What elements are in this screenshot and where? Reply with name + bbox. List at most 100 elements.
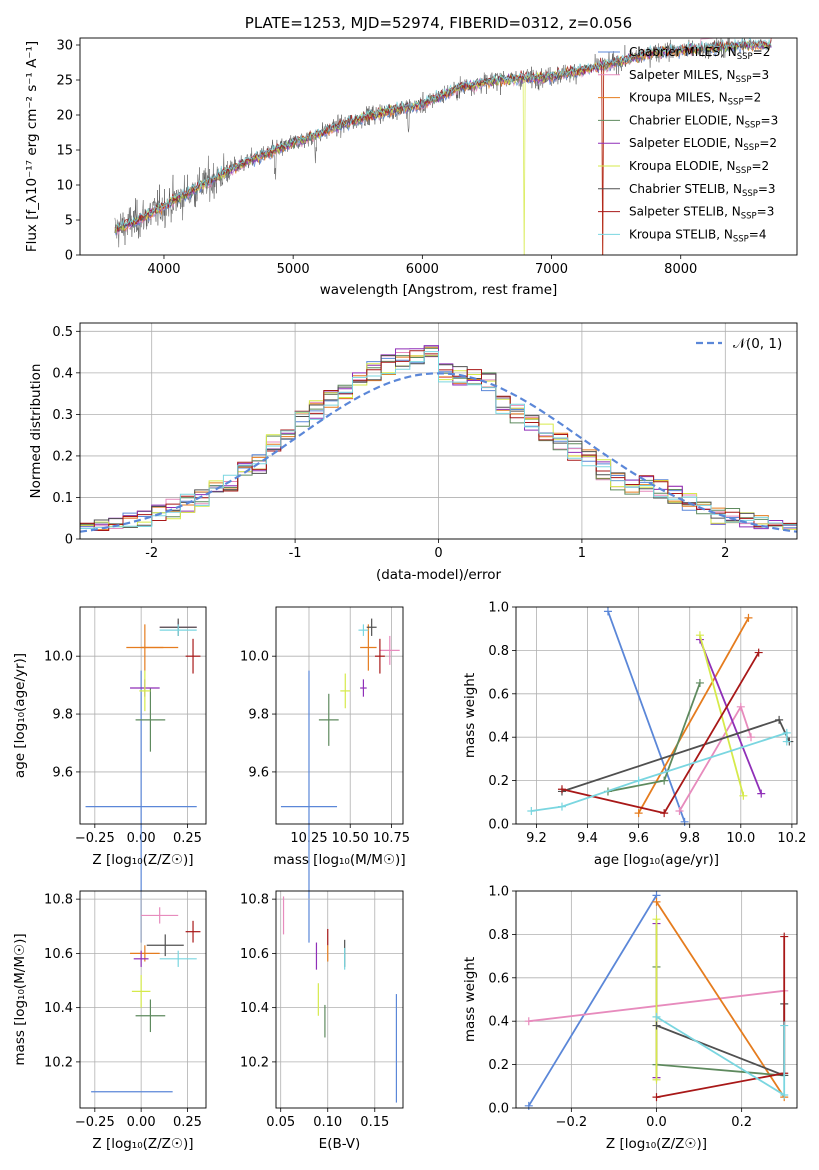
data-point-salpeter_stelib — [374, 638, 385, 674]
mass_vs_Z-panel: −0.25 0.00 0.25 10.2 10.4 10.6 10.8 Z [log₁₀(Z/… — [12, 890, 207, 1152]
histogram-kroupa_stelib — [80, 351, 797, 529]
legend-entry-kroupa_miles: Kroupa MILES, NSSP=2 — [629, 91, 761, 108]
x-tick-label: −0.25 — [75, 831, 115, 846]
y-tick-label: 10.2 — [44, 1055, 73, 1070]
y-tick-label: 0.2 — [52, 449, 73, 464]
x-tick-label: 0.05 — [266, 1115, 295, 1130]
x-tick-label: 0.2 — [731, 1115, 752, 1130]
weight-marker — [782, 737, 791, 746]
weight-line-kroupa_elodie — [652, 915, 661, 1084]
weight-marker — [660, 809, 669, 818]
residuals-panel: -2 -1 0 1 2 0 0.1 0.2 0.3 0.4 0.5 (data-model)/erro… — [28, 322, 798, 583]
y-tick-label: 30 — [56, 39, 73, 54]
axes-frame — [79, 606, 207, 825]
y-tick-label: 9.8 — [248, 708, 269, 723]
x-tick-label: 9.8 — [679, 831, 700, 846]
weight-line-path — [637, 617, 750, 814]
y-tick-label: 0.3 — [52, 408, 73, 423]
x-tick-label: -1 — [289, 546, 302, 561]
x-tick-label: 7000 — [535, 262, 568, 277]
y-tick-label: 0.2 — [488, 1058, 509, 1073]
weight_vs_age-panel: 9.2 9.4 9.6 9.8 10.0 10.2 0.0 0.2 0.4 0.6 0.8 1.0 ag… — [462, 601, 806, 869]
x-tick-label: 10.75 — [373, 831, 410, 846]
legend: Chabrier MILES, NSSP=2 Salpeter MILES, NS… — [598, 45, 778, 244]
weight-marker — [780, 1090, 789, 1099]
y-tick-label: 15 — [56, 144, 73, 159]
data-point-kroupa_elodie — [139, 670, 151, 712]
axes-frame — [79, 890, 207, 1109]
histograms — [80, 345, 797, 533]
y-axis-label: mass weight — [462, 673, 478, 758]
y-tick-label: 10.8 — [240, 893, 269, 908]
x-tick-label: 5000 — [277, 262, 310, 277]
spectrum-lines — [114, 38, 772, 255]
x-axis-label: Z [log₁₀(Z/Z☉)] — [92, 1136, 193, 1152]
data-point-kroupa_stelib — [159, 950, 197, 967]
x-tick-label: 0.00 — [127, 1115, 156, 1130]
data-point-chabrier_stelib — [146, 934, 184, 957]
weight-marker — [527, 806, 536, 815]
axes-frame — [79, 322, 798, 540]
x-tick-label: 9.4 — [577, 831, 598, 846]
weight-marker — [736, 702, 745, 711]
weight-marker — [524, 1101, 533, 1110]
y-tick-label: 0.4 — [488, 1015, 509, 1030]
y-tick-label: 0.8 — [488, 928, 509, 943]
y-tick-label: 0.1 — [52, 491, 73, 506]
x-tick-label: 6000 — [406, 262, 439, 277]
weight-line-path — [699, 639, 763, 794]
y-tick-label: 1.0 — [488, 885, 509, 900]
weight-marker — [739, 791, 748, 800]
x-tick-label: 10.0 — [726, 831, 755, 846]
legend-entry-chabrier_miles: Chabrier MILES, NSSP=2 — [629, 45, 770, 62]
legend-entry-chabrier_stelib: Chabrier STELIB, NSSP=3 — [629, 182, 776, 199]
x-tick-label: -2 — [145, 546, 158, 561]
x-tick-label: 2 — [721, 546, 729, 561]
weight-line-chabrier_miles — [524, 891, 661, 1110]
y-tick-label: 0.4 — [488, 731, 509, 746]
y-tick-label: 9.6 — [52, 765, 73, 780]
data-point-salpeter_miles — [141, 907, 179, 924]
spectrum-panel: 4000 5000 6000 7000 8000 0 5 10 15 20 25 30 waveleng… — [24, 14, 798, 298]
weight-line-salpeter_stelib — [557, 648, 763, 818]
data-point-salpeter_elodie — [360, 679, 367, 697]
x-axis-label: age [log₁₀(age/yr)] — [594, 852, 719, 868]
y-tick-label: 10.8 — [44, 893, 73, 908]
weight-marker — [680, 817, 689, 826]
weight-marker — [634, 776, 643, 785]
data-point-chabrier_stelib — [366, 618, 377, 636]
weight-line-path — [655, 901, 785, 1098]
chart-title: PLATE=1253, MJD=52974, FIBERID=0312, z=0… — [245, 14, 632, 32]
spectrum-model-line-kroupa_stelib — [114, 38, 772, 230]
legend-entry-normal: 𝒩(0, 1) — [733, 336, 782, 352]
mass_vs_EBV-panel: 0.05 0.10 0.15 10.2 10.4 10.6 10.8 E(B-V) — [240, 890, 404, 1152]
y-tick-label: 1.0 — [488, 601, 509, 616]
y-tick-label: 0.0 — [488, 818, 509, 833]
x-tick-label: −0.2 — [556, 1115, 588, 1130]
x-axis-label: wavelength [Angstrom, rest frame] — [320, 282, 558, 298]
y-axis-label: age [log₁₀(age/yr)] — [12, 653, 28, 778]
data-point-kroupa_elodie — [340, 673, 351, 709]
y-tick-label: 25 — [56, 74, 73, 89]
weight-marker — [780, 1021, 789, 1030]
weight-marker — [603, 607, 612, 616]
weight-marker — [775, 715, 784, 724]
weight-marker — [675, 806, 684, 815]
weight-line-path — [531, 731, 788, 812]
y-axis-label: mass weight — [462, 957, 478, 1042]
weight_vs_Z-panel: −0.2 0.0 0.2 0.0 0.2 0.4 0.6 0.8 1.0 Z [log₁₀(Z/Z… — [462, 885, 798, 1152]
weight-marker — [757, 789, 766, 798]
weight-marker — [695, 631, 704, 640]
x-axis-label: (data-model)/error — [376, 567, 502, 583]
x-axis-label: mass [log₁₀(M/M☉)] — [273, 852, 405, 868]
x-tick-label: 0.25 — [173, 1115, 202, 1130]
y-tick-label: 0.2 — [488, 774, 509, 789]
data-point-kroupa_stelib — [358, 624, 369, 636]
x-axis-label: Z [log₁₀(Z/Z☉)] — [606, 1136, 707, 1152]
x-tick-label: 0.25 — [173, 831, 202, 846]
weight-marker — [652, 915, 661, 924]
y-tick-label: 0 — [65, 249, 73, 264]
y-tick-label: 10.0 — [240, 650, 269, 665]
x-tick-label: 10.2 — [777, 831, 806, 846]
weight-line-kroupa_miles — [634, 613, 753, 818]
